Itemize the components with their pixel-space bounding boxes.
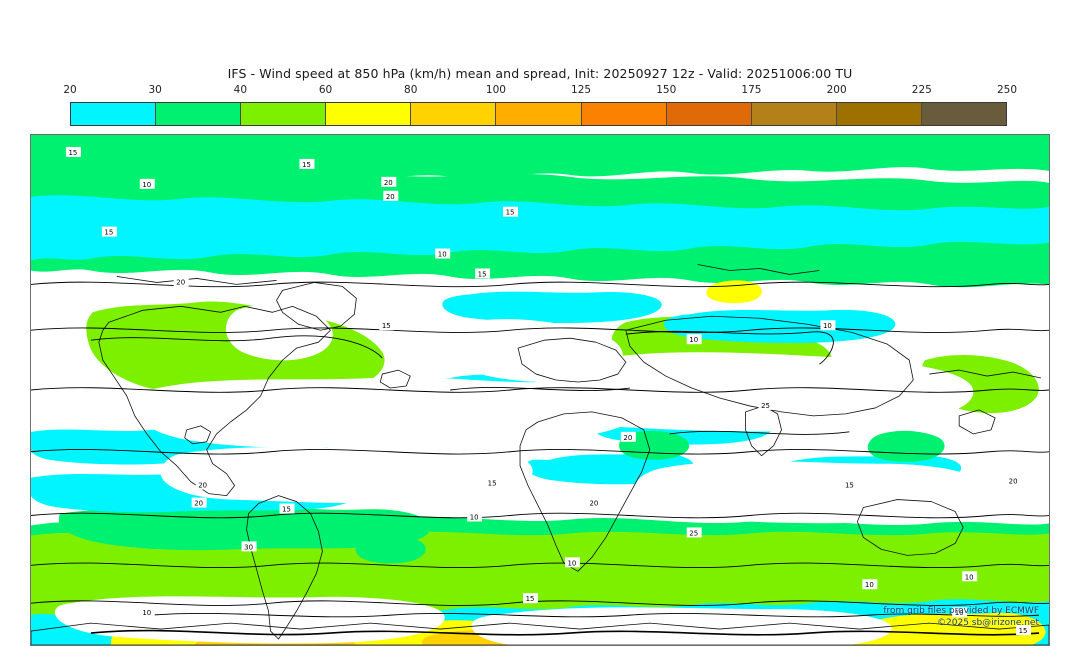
colorbar-tick: 20: [63, 84, 77, 96]
colorbar-band: [581, 103, 667, 125]
fill-unfilled-below-20: [130, 377, 645, 448]
contour-label: 10: [142, 181, 151, 189]
contour-label: 10: [823, 322, 832, 330]
contour-label: 15: [506, 209, 515, 217]
fill-band-20-30: [619, 430, 690, 460]
fill-band-20-30: [58, 506, 431, 551]
fill-unfilled-below-20: [160, 446, 533, 504]
contour-label: 15: [382, 322, 391, 330]
colorbar-band: [836, 103, 922, 125]
contour-label: 15: [478, 270, 487, 278]
colorbar-tick: 30: [148, 84, 162, 96]
contour-label: 20: [176, 278, 185, 286]
colorbar-band: [411, 103, 497, 125]
fill-unfilled-below-20: [225, 304, 333, 361]
colorbar-bands: [70, 102, 1007, 126]
contour-label: 10: [965, 573, 974, 581]
contour-label: 20: [1009, 478, 1018, 486]
contour-label: 10: [470, 513, 479, 521]
fill-band-cyan-north: [442, 291, 662, 324]
contour-label: 15: [488, 480, 497, 488]
fill-band-20-30: [31, 135, 1049, 185]
contour-label: 10: [689, 336, 698, 344]
colorbar-tick: 150: [656, 84, 677, 96]
colorbar-tick: 175: [741, 84, 762, 96]
colorbar-band: [496, 103, 582, 125]
colorbar-band: [751, 103, 837, 125]
page-title: IFS - Wind speed at 850 hPa (km/h) mean …: [227, 66, 853, 81]
fill-band-20-30: [867, 430, 945, 462]
windspeed-fill-layer: [31, 135, 1049, 645]
contour-label: 15: [104, 229, 113, 237]
colorbar-tick: 40: [233, 84, 248, 96]
colorbar-tick: 100: [485, 84, 506, 96]
fill-band-20-30: [355, 534, 426, 564]
contour-label: 15: [526, 595, 535, 603]
contour-label: 30: [244, 543, 253, 551]
colorbar-tick: 200: [826, 84, 847, 96]
contour-label: 15: [845, 482, 854, 490]
colorbar-band: [71, 103, 157, 125]
contour-label: 10: [865, 581, 874, 589]
fill-band-40-60: [31, 531, 1049, 617]
contour-label: 20: [589, 500, 598, 508]
fill-unfilled-below-20: [54, 596, 445, 644]
contour-label: 15: [1019, 627, 1028, 635]
colorbar: 20 30 40 60 80 100 125 150 175 200 225 250: [63, 84, 1017, 128]
contour-label: 20: [386, 193, 395, 201]
contour-label: 20: [198, 482, 207, 490]
colorbar-tick-labels: 20 30 40 60 80 100 125 150 175 200 225 250: [63, 84, 1017, 100]
contour-label-layer: 15 10 15 15: [65, 146, 1032, 635]
contour-label: 20: [623, 434, 632, 442]
colorbar-band: [666, 103, 752, 125]
colorbar-band: [326, 103, 412, 125]
contour-label: 10: [567, 559, 576, 567]
colorbar-tick: 125: [571, 84, 592, 96]
contour-label: 10: [142, 609, 151, 617]
contour-label: 10: [438, 251, 447, 259]
fill-band-60-80: [869, 612, 1046, 645]
colorbar-tick: 80: [404, 84, 418, 96]
global-wind-map[interactable]: 15 10 15 15: [31, 135, 1049, 645]
contour-label: 20: [194, 500, 203, 508]
fill-band-cyan-north: [663, 309, 896, 343]
contour-label: 20: [384, 179, 393, 187]
fill-band-cyan-north: [31, 195, 1049, 261]
contour-label: 15: [282, 506, 291, 514]
colorbar-tick: 60: [318, 84, 333, 96]
contour-label: 15: [302, 161, 311, 169]
fill-unfilled-below-20: [631, 461, 986, 524]
colorbar-band: [241, 103, 327, 125]
fill-band-40-60: [31, 560, 331, 592]
colorbar-band: [921, 103, 1007, 125]
colorbar-tick: 250: [996, 84, 1018, 96]
contour-label: 25: [761, 402, 770, 410]
colorbar-tick: 225: [911, 84, 932, 96]
map-frame[interactable]: 15 10 15 15: [30, 134, 1050, 646]
colorbar-band: [156, 103, 242, 125]
contour-label: 15: [68, 149, 77, 157]
contour-label: 10: [955, 609, 964, 617]
fill-unfilled-below-20: [527, 352, 974, 432]
coastline-layer: [31, 264, 1049, 645]
contour-label: 25: [689, 529, 698, 537]
